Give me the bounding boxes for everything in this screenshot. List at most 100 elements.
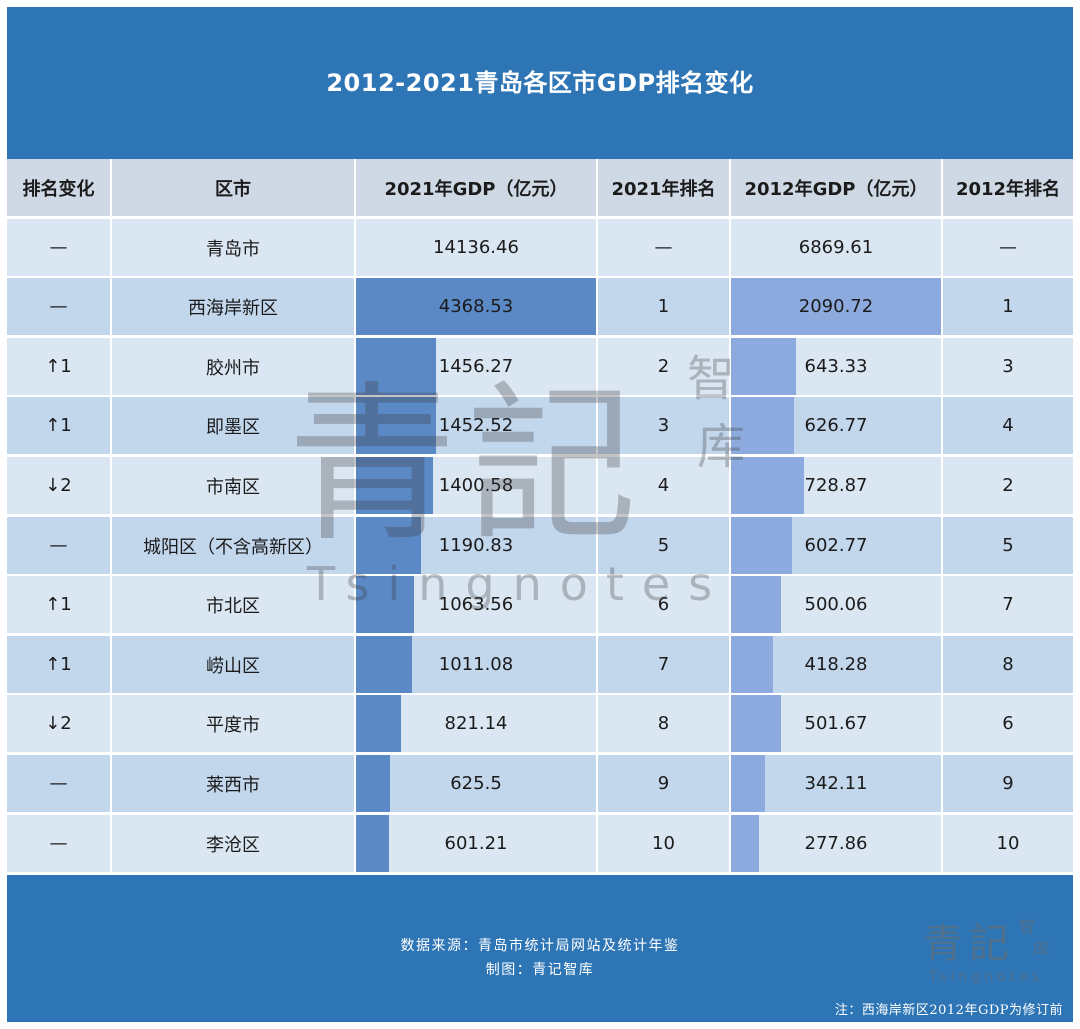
cell-col-gdp2012: 2090.72	[731, 278, 941, 335]
table-row: — 青岛市 14136.46 — 6869.61 —	[7, 219, 1073, 278]
header-col-gdp2012: 2012年GDP（亿元）	[731, 159, 941, 216]
cell-text: ↓2	[45, 713, 72, 734]
infographic: 2012-2021青岛各区市GDP排名变化 排名变化 区市 2021年GDP（亿元）…	[7, 7, 1073, 1022]
bar-2012-gdp	[731, 457, 804, 514]
cell-col-gdp2021: 821.14	[356, 695, 596, 752]
cell-col-change: —	[7, 278, 110, 335]
cell-col-district: 市北区	[112, 576, 354, 633]
cell-text: 601.21	[444, 833, 508, 854]
bar-2021-gdp	[356, 755, 390, 812]
cell-text: 3	[657, 415, 670, 436]
cell-col-rank2021: 3	[598, 397, 729, 454]
header-banner: 2012-2021青岛各区市GDP排名变化	[7, 7, 1073, 159]
cell-col-rank2021: 5	[598, 517, 729, 574]
cell-col-gdp2021: 1011.08	[356, 636, 596, 693]
cell-text: 胶州市	[206, 357, 260, 379]
cell-text: —	[49, 535, 68, 556]
cell-text: —	[49, 296, 68, 317]
table-row: — 李沧区 601.21 10 277.86 10	[7, 815, 1073, 874]
bar-2021-gdp	[356, 815, 389, 872]
cell-text: 2	[657, 356, 670, 377]
cell-text: 2090.72	[798, 296, 874, 317]
cell-text: 1	[1002, 296, 1014, 317]
cell-text: —	[49, 833, 68, 854]
table-row: ↑1 市北区 1063.56 6 500.06 7	[7, 576, 1073, 635]
bar-2012-gdp	[731, 815, 759, 872]
cell-text: 城阳区（不含高新区）	[143, 536, 323, 558]
cell-col-district: 李沧区	[112, 815, 354, 872]
cell-text: 6869.61	[798, 237, 874, 258]
logo-char-zhi: 智	[1019, 917, 1036, 936]
cell-text: 9	[1002, 773, 1014, 794]
cell-text: 5	[1002, 535, 1014, 556]
cell-col-district: 莱西市	[112, 755, 354, 812]
cell-col-gdp2021: 601.21	[356, 815, 596, 872]
cell-col-gdp2012: 602.77	[731, 517, 941, 574]
cell-text: 1452.52	[438, 415, 514, 436]
cell-col-gdp2012: 418.28	[731, 636, 941, 693]
cell-col-district: 西海岸新区	[112, 278, 354, 335]
cell-text: ↑1	[45, 356, 72, 377]
cell-col-gdp2021: 625.5	[356, 755, 596, 812]
logo-latin: Tsingnotes	[929, 969, 1044, 985]
cell-text: ↑1	[45, 594, 72, 615]
cell-col-district: 城阳区（不含高新区）	[112, 517, 354, 574]
cell-text: ↑1	[45, 654, 72, 675]
cell-col-rank2012: 4	[943, 397, 1073, 454]
cell-col-rank2021: 2	[598, 338, 729, 395]
cell-text: 602.77	[804, 535, 868, 556]
cell-col-change: ↑1	[7, 397, 110, 454]
gdp-table: 排名变化 区市 2021年GDP（亿元） 2021年排名 2012年GDP（亿元） 201…	[7, 159, 1073, 875]
cell-text: ↑1	[45, 415, 72, 436]
cell-text: ↓2	[45, 475, 72, 496]
cell-text: 8	[1002, 654, 1014, 675]
cell-col-rank2012: 10	[943, 815, 1073, 872]
cell-col-rank2012: 2	[943, 457, 1073, 514]
cell-col-change: —	[7, 517, 110, 574]
cell-text: 1011.08	[438, 654, 514, 675]
cell-col-rank2012: 8	[943, 636, 1073, 693]
cell-col-change: ↑1	[7, 576, 110, 633]
cell-text: 6	[1002, 713, 1014, 734]
cell-text: 643.33	[804, 356, 868, 377]
bar-2021-gdp	[356, 278, 596, 335]
cell-col-gdp2021: 1400.58	[356, 457, 596, 514]
cell-col-gdp2021: 1190.83	[356, 517, 596, 574]
cell-col-district: 即墨区	[112, 397, 354, 454]
cell-text: —	[654, 237, 673, 258]
cell-text: 10	[652, 833, 675, 854]
table-row: — 莱西市 625.5 9 342.11 9	[7, 755, 1073, 814]
logo-char-qing: 青	[923, 921, 963, 967]
cell-text: 5	[657, 535, 670, 556]
bar-2012-gdp	[731, 755, 765, 812]
cell-text: 莱西市	[206, 774, 260, 796]
cell-text: 2	[1002, 475, 1014, 496]
bar-2012-gdp	[731, 695, 781, 752]
cell-text: 崂山区	[206, 655, 260, 677]
cell-text: 277.86	[804, 833, 868, 854]
cell-text: —	[49, 237, 68, 258]
cell-text: 625.5	[450, 773, 502, 794]
cell-col-change: —	[7, 219, 110, 276]
cell-text: 6	[657, 594, 670, 615]
cell-col-rank2021: 9	[598, 755, 729, 812]
header-col-gdp2021: 2021年GDP（亿元）	[356, 159, 596, 216]
bar-2021-gdp	[356, 636, 412, 693]
cell-col-gdp2012: 501.67	[731, 695, 941, 752]
cell-text: 7	[1002, 594, 1014, 615]
cell-col-gdp2012: 342.11	[731, 755, 941, 812]
cell-col-district: 胶州市	[112, 338, 354, 395]
cell-col-rank2021: 8	[598, 695, 729, 752]
footer-logo: 青 記 智 库 Tsingnotes	[923, 903, 1063, 1003]
header-col-rank2012: 2012年排名	[943, 159, 1073, 216]
table-row: — 城阳区（不含高新区） 1190.83 5 602.77 5	[7, 517, 1073, 576]
bar-2012-gdp	[731, 278, 941, 335]
cell-col-district: 市南区	[112, 457, 354, 514]
table-row: ↓2 平度市 821.14 8 501.67 6	[7, 695, 1073, 754]
bar-2021-gdp	[356, 338, 436, 395]
bar-2021-gdp	[356, 576, 414, 633]
maker-text: 制图：青记智库	[485, 962, 595, 978]
cell-col-gdp2012: 728.87	[731, 457, 941, 514]
table-header-row: 排名变化 区市 2021年GDP（亿元） 2021年排名 2012年GDP（亿元） 201…	[7, 159, 1073, 218]
table-row: ↑1 崂山区 1011.08 7 418.28 8	[7, 636, 1073, 695]
